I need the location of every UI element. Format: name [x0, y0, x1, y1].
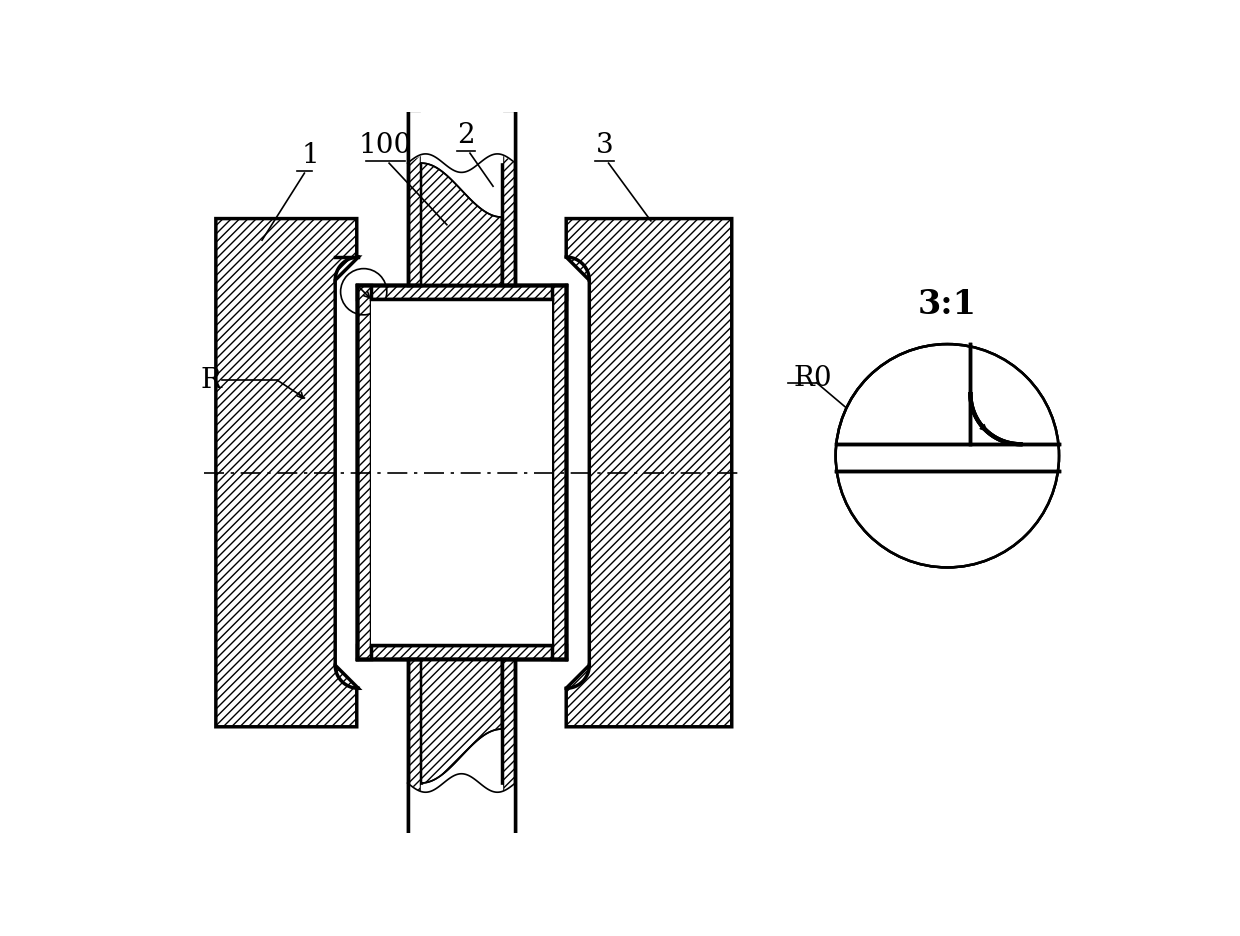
Polygon shape — [357, 285, 371, 659]
Bar — [371, 299, 552, 645]
Text: 2: 2 — [458, 123, 475, 149]
Text: R: R — [200, 367, 221, 394]
Text: 1: 1 — [301, 142, 320, 169]
Polygon shape — [552, 285, 567, 659]
Text: 3: 3 — [596, 132, 614, 159]
Polygon shape — [501, 659, 516, 833]
Polygon shape — [971, 344, 1059, 445]
Bar — [371, 299, 552, 645]
Polygon shape — [422, 163, 501, 285]
Polygon shape — [408, 659, 422, 833]
Polygon shape — [357, 645, 567, 659]
Polygon shape — [836, 445, 1059, 471]
Text: 100: 100 — [358, 132, 412, 159]
Polygon shape — [501, 112, 516, 285]
Polygon shape — [408, 112, 422, 285]
Polygon shape — [422, 659, 501, 783]
Polygon shape — [971, 394, 1021, 445]
Polygon shape — [567, 219, 732, 726]
Circle shape — [836, 344, 1059, 567]
Text: R0: R0 — [794, 365, 832, 392]
Polygon shape — [836, 471, 1059, 567]
Polygon shape — [357, 285, 567, 299]
Bar — [357, 285, 567, 659]
Bar — [357, 285, 567, 659]
Text: 3:1: 3:1 — [918, 288, 977, 321]
Polygon shape — [216, 219, 358, 726]
